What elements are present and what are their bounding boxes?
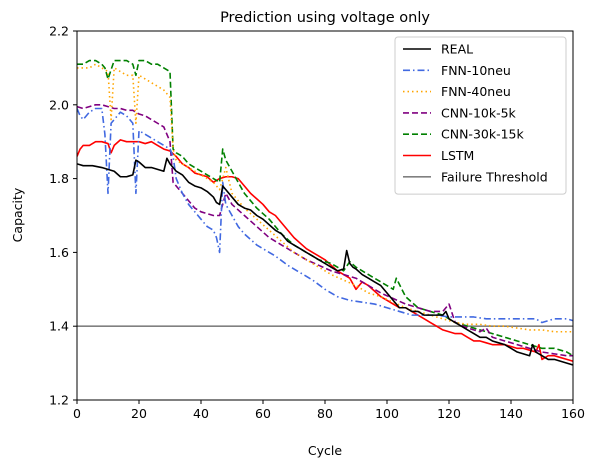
legend-label: FNN-10neu [441, 63, 511, 78]
x-tick-label: 120 [437, 406, 461, 421]
x-tick-label: 100 [375, 406, 399, 421]
series-line-fnn-10neu [77, 107, 573, 324]
x-tick-label: 60 [255, 406, 271, 421]
y-tick-label: 2.0 [49, 97, 69, 112]
x-tick-label: 20 [131, 406, 147, 421]
legend-label: REAL [441, 42, 473, 57]
x-tick-label: 0 [73, 406, 81, 421]
x-tick-label: 160 [561, 406, 585, 421]
x-tick-label: 140 [499, 406, 523, 421]
series-line-lstm [77, 139, 573, 363]
legend-label: LSTM [441, 148, 474, 163]
legend-label: CNN-10k-5k [441, 105, 517, 120]
y-tick-label: 1.4 [49, 319, 69, 334]
y-tick-label: 1.2 [49, 393, 69, 408]
legend-label: Failure Threshold [441, 169, 548, 184]
chart-title: Prediction using voltage only [220, 10, 430, 26]
legend: REAL FNN-10neu FNN-40neu CNN-10k-5k CNN-30k-… [394, 36, 567, 195]
x-tick-label: 40 [193, 406, 209, 421]
y-tick-label: 1.6 [49, 245, 69, 260]
y-axis-label: Capacity [10, 187, 25, 242]
series-line-real [77, 157, 573, 366]
x-axis-label: Cycle [308, 443, 342, 458]
y-tick-label: 1.8 [49, 171, 69, 186]
legend-label: CNN-30k-15k [441, 127, 525, 142]
series-layer [77, 59, 573, 366]
x-tick-label: 80 [317, 406, 333, 421]
ticks-layer: 0 20 40 60 80 100 120 140 160 1.2 1.4 1.6 1.8 2.0 2.2 [49, 24, 585, 422]
legend-label: FNN-40neu [441, 84, 511, 99]
series-line-fnn-40neu [77, 63, 573, 333]
y-tick-label: 2.2 [49, 24, 69, 39]
legend-box [394, 36, 567, 195]
plot-area [77, 59, 573, 366]
series-line-cnn-10k-5k [77, 104, 573, 357]
